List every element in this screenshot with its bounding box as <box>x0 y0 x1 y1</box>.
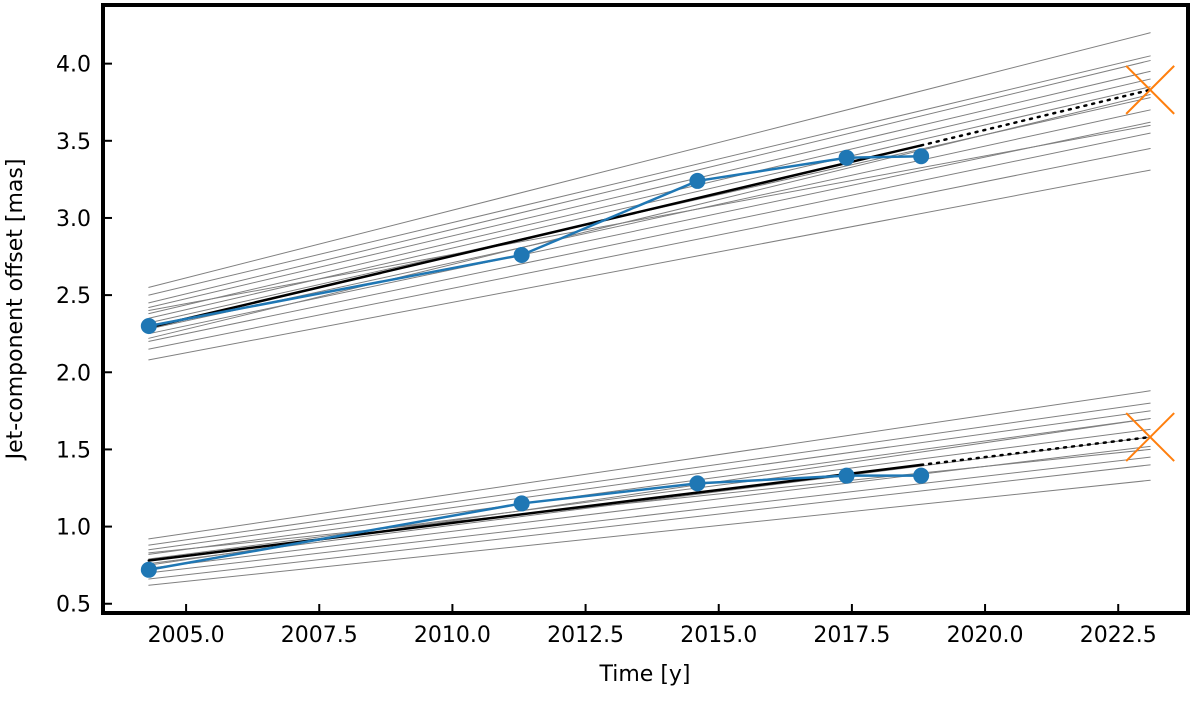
line <box>919 88 1152 147</box>
point <box>913 148 930 165</box>
point <box>689 475 706 492</box>
line <box>148 169 1151 361</box>
point <box>913 467 930 484</box>
line <box>148 109 1151 330</box>
x-tick-label: 2015.0 <box>680 623 757 648</box>
line <box>148 464 1151 580</box>
y-axis-label: Jet-component offset [mas] <box>3 159 28 462</box>
y-tick-label: 2.0 <box>56 361 91 386</box>
line <box>148 124 1151 312</box>
line <box>147 463 923 562</box>
point <box>140 561 157 578</box>
point <box>838 467 855 484</box>
point <box>689 172 706 189</box>
line <box>148 78 1151 315</box>
line <box>148 94 1151 339</box>
x-tick-label: 2012.5 <box>547 623 624 648</box>
x-marker <box>1125 65 1175 115</box>
line <box>148 428 1151 560</box>
y-tick-label: 2.5 <box>56 284 91 309</box>
frame <box>101 3 1190 615</box>
y-tick-label: 3.0 <box>56 207 91 232</box>
line <box>148 418 1151 555</box>
point <box>140 317 157 334</box>
point <box>513 495 530 512</box>
point <box>838 149 855 166</box>
line <box>148 121 1151 335</box>
line <box>148 32 1151 288</box>
x-tick-label: 2020.0 <box>947 623 1024 648</box>
line <box>148 148 1151 350</box>
line <box>148 132 1151 342</box>
x-marker <box>1125 412 1175 462</box>
line <box>148 436 1151 565</box>
line <box>148 410 1151 551</box>
x-tick-label: 2010.0 <box>414 623 491 648</box>
y-tick-label: 3.5 <box>56 130 91 155</box>
y-tick-label: 1.0 <box>56 516 91 541</box>
line <box>148 456 1151 574</box>
line <box>147 144 923 329</box>
plot-area <box>140 32 1175 586</box>
line <box>919 435 1152 467</box>
line <box>148 60 1151 304</box>
x-tick-label: 2022.5 <box>1080 623 1157 648</box>
line <box>148 448 1151 554</box>
line <box>148 55 1151 296</box>
line <box>147 474 923 572</box>
y-tick-label: 0.5 <box>56 593 91 618</box>
point <box>513 246 530 263</box>
line <box>148 86 1151 319</box>
line <box>148 70 1151 308</box>
x-axis-label: Time [y] <box>598 662 690 687</box>
x-stroke <box>1125 65 1175 115</box>
x-tick-label: 2005.0 <box>148 623 225 648</box>
y-tick-label: 4.0 <box>56 53 91 78</box>
y-tick-label: 1.5 <box>56 438 91 463</box>
line <box>148 390 1151 540</box>
line <box>148 479 1151 586</box>
x-tick-label: 2007.5 <box>281 623 358 648</box>
x-stroke <box>1125 412 1175 462</box>
x-tick-label: 2017.5 <box>813 623 890 648</box>
line <box>148 402 1151 546</box>
